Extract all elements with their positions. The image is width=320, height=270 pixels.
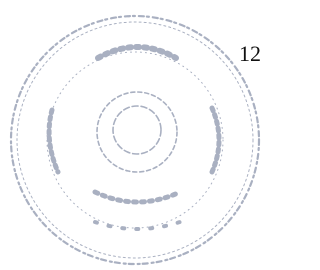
seal-page: 12 — [0, 0, 273, 270]
seal-stamp — [11, 16, 259, 264]
seal-bottom-script — [95, 192, 180, 202]
seal-right-script — [212, 108, 219, 172]
seal-emblem-ring — [97, 92, 177, 172]
page-number: 12 — [239, 41, 261, 66]
seal-left-script — [49, 110, 58, 172]
seal-emblem-center — [113, 106, 161, 154]
seal-bottom-marks — [95, 222, 180, 229]
